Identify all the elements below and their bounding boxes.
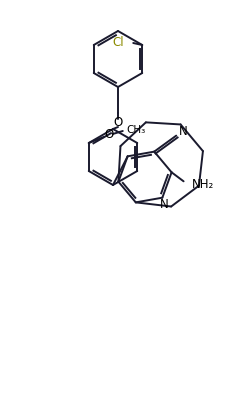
Text: Cl: Cl xyxy=(113,36,124,49)
Text: O: O xyxy=(104,128,113,142)
Text: NH₂: NH₂ xyxy=(192,178,214,191)
Text: CH₃: CH₃ xyxy=(127,125,146,135)
Text: N: N xyxy=(179,125,188,138)
Text: N: N xyxy=(160,198,169,211)
Text: O: O xyxy=(113,117,123,130)
